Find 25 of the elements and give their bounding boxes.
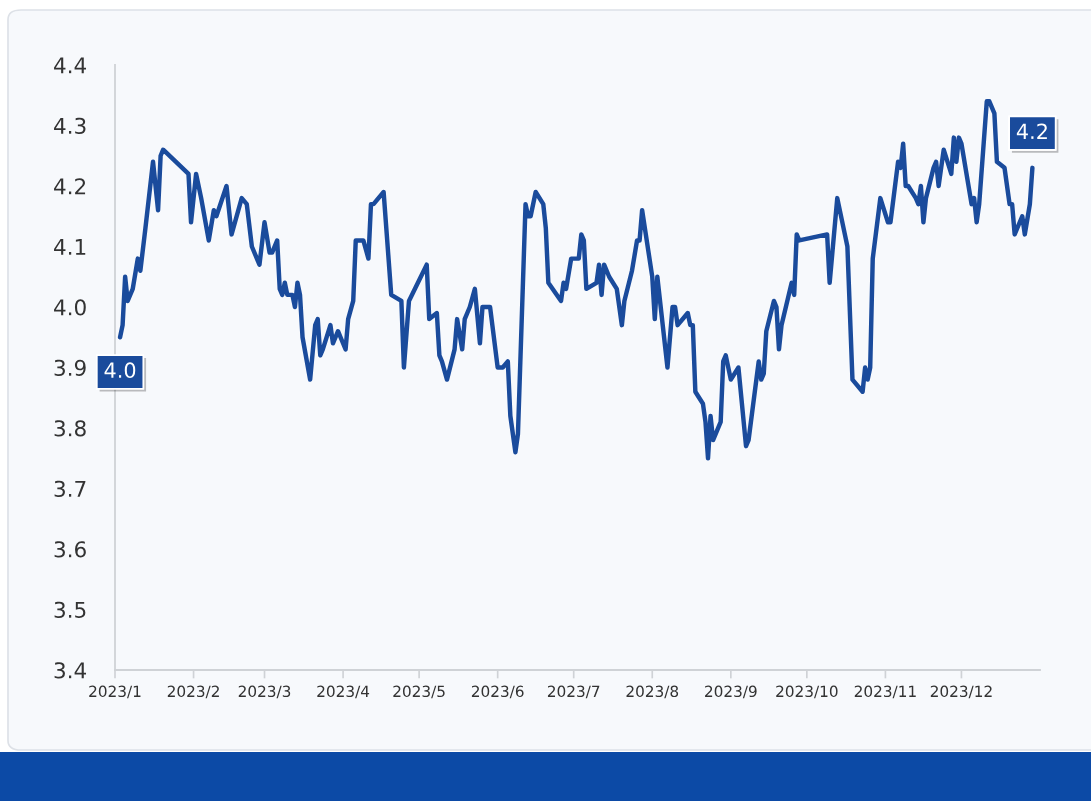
y-tick-label: 3.9 [54, 359, 86, 376]
x-tick-label: 2023/1 [89, 685, 141, 699]
x-tick-label: 2023/11 [854, 685, 916, 699]
x-tick-label: 2023/4 [317, 685, 370, 699]
x-tick-label: 2023/8 [626, 685, 679, 699]
y-tick-label: 3.6 [54, 541, 86, 558]
y-tick-label: 3.5 [54, 601, 86, 618]
x-tick-label: 2023/5 [393, 685, 445, 699]
x-tick-label: 2023/12 [930, 685, 992, 699]
y-tick-label: 4.3 [54, 117, 86, 134]
x-tick-label: 2023/10 [776, 685, 838, 699]
y-tick-label: 3.7 [54, 480, 86, 497]
y-tick-label: 3.8 [54, 420, 86, 437]
y-tick-label: 4.0 [54, 299, 86, 316]
y-tick-label: 4.4 [54, 57, 87, 74]
x-tick-label: 2023/6 [471, 685, 524, 699]
x-tick-label: 2023/2 [167, 685, 219, 699]
data-label: 4.0 [104, 362, 136, 379]
data-label: 4.2 [1016, 123, 1047, 139]
x-tick-label: 2023/3 [238, 685, 291, 699]
x-tick-label: 2023/9 [705, 685, 757, 699]
y-tick-label: 3.4 [54, 662, 87, 679]
x-tick-label: 2023/7 [547, 685, 600, 699]
y-tick-label: 4.1 [54, 238, 86, 255]
y-tick-label: 4.2 [54, 178, 86, 195]
